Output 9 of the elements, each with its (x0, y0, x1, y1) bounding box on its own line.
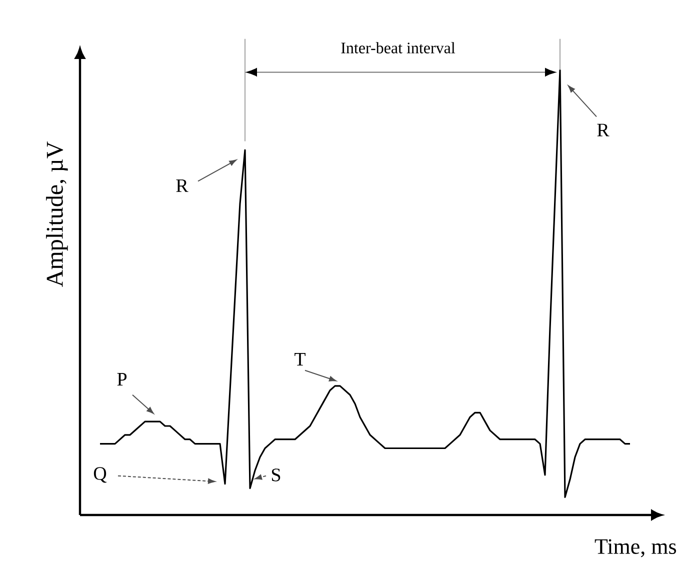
text: Inter-beat interval (341, 42, 456, 54)
annotation: P (117, 373, 127, 386)
annotation: R (597, 124, 610, 136)
annotation: T (294, 353, 306, 366)
x-axis-title: Time, ms (594, 539, 676, 558)
annotation: S (272, 468, 280, 482)
annotation: Q (94, 467, 107, 483)
y-axis-title: Amplitude, µV (46, 142, 68, 287)
annotation: R (176, 179, 188, 192)
